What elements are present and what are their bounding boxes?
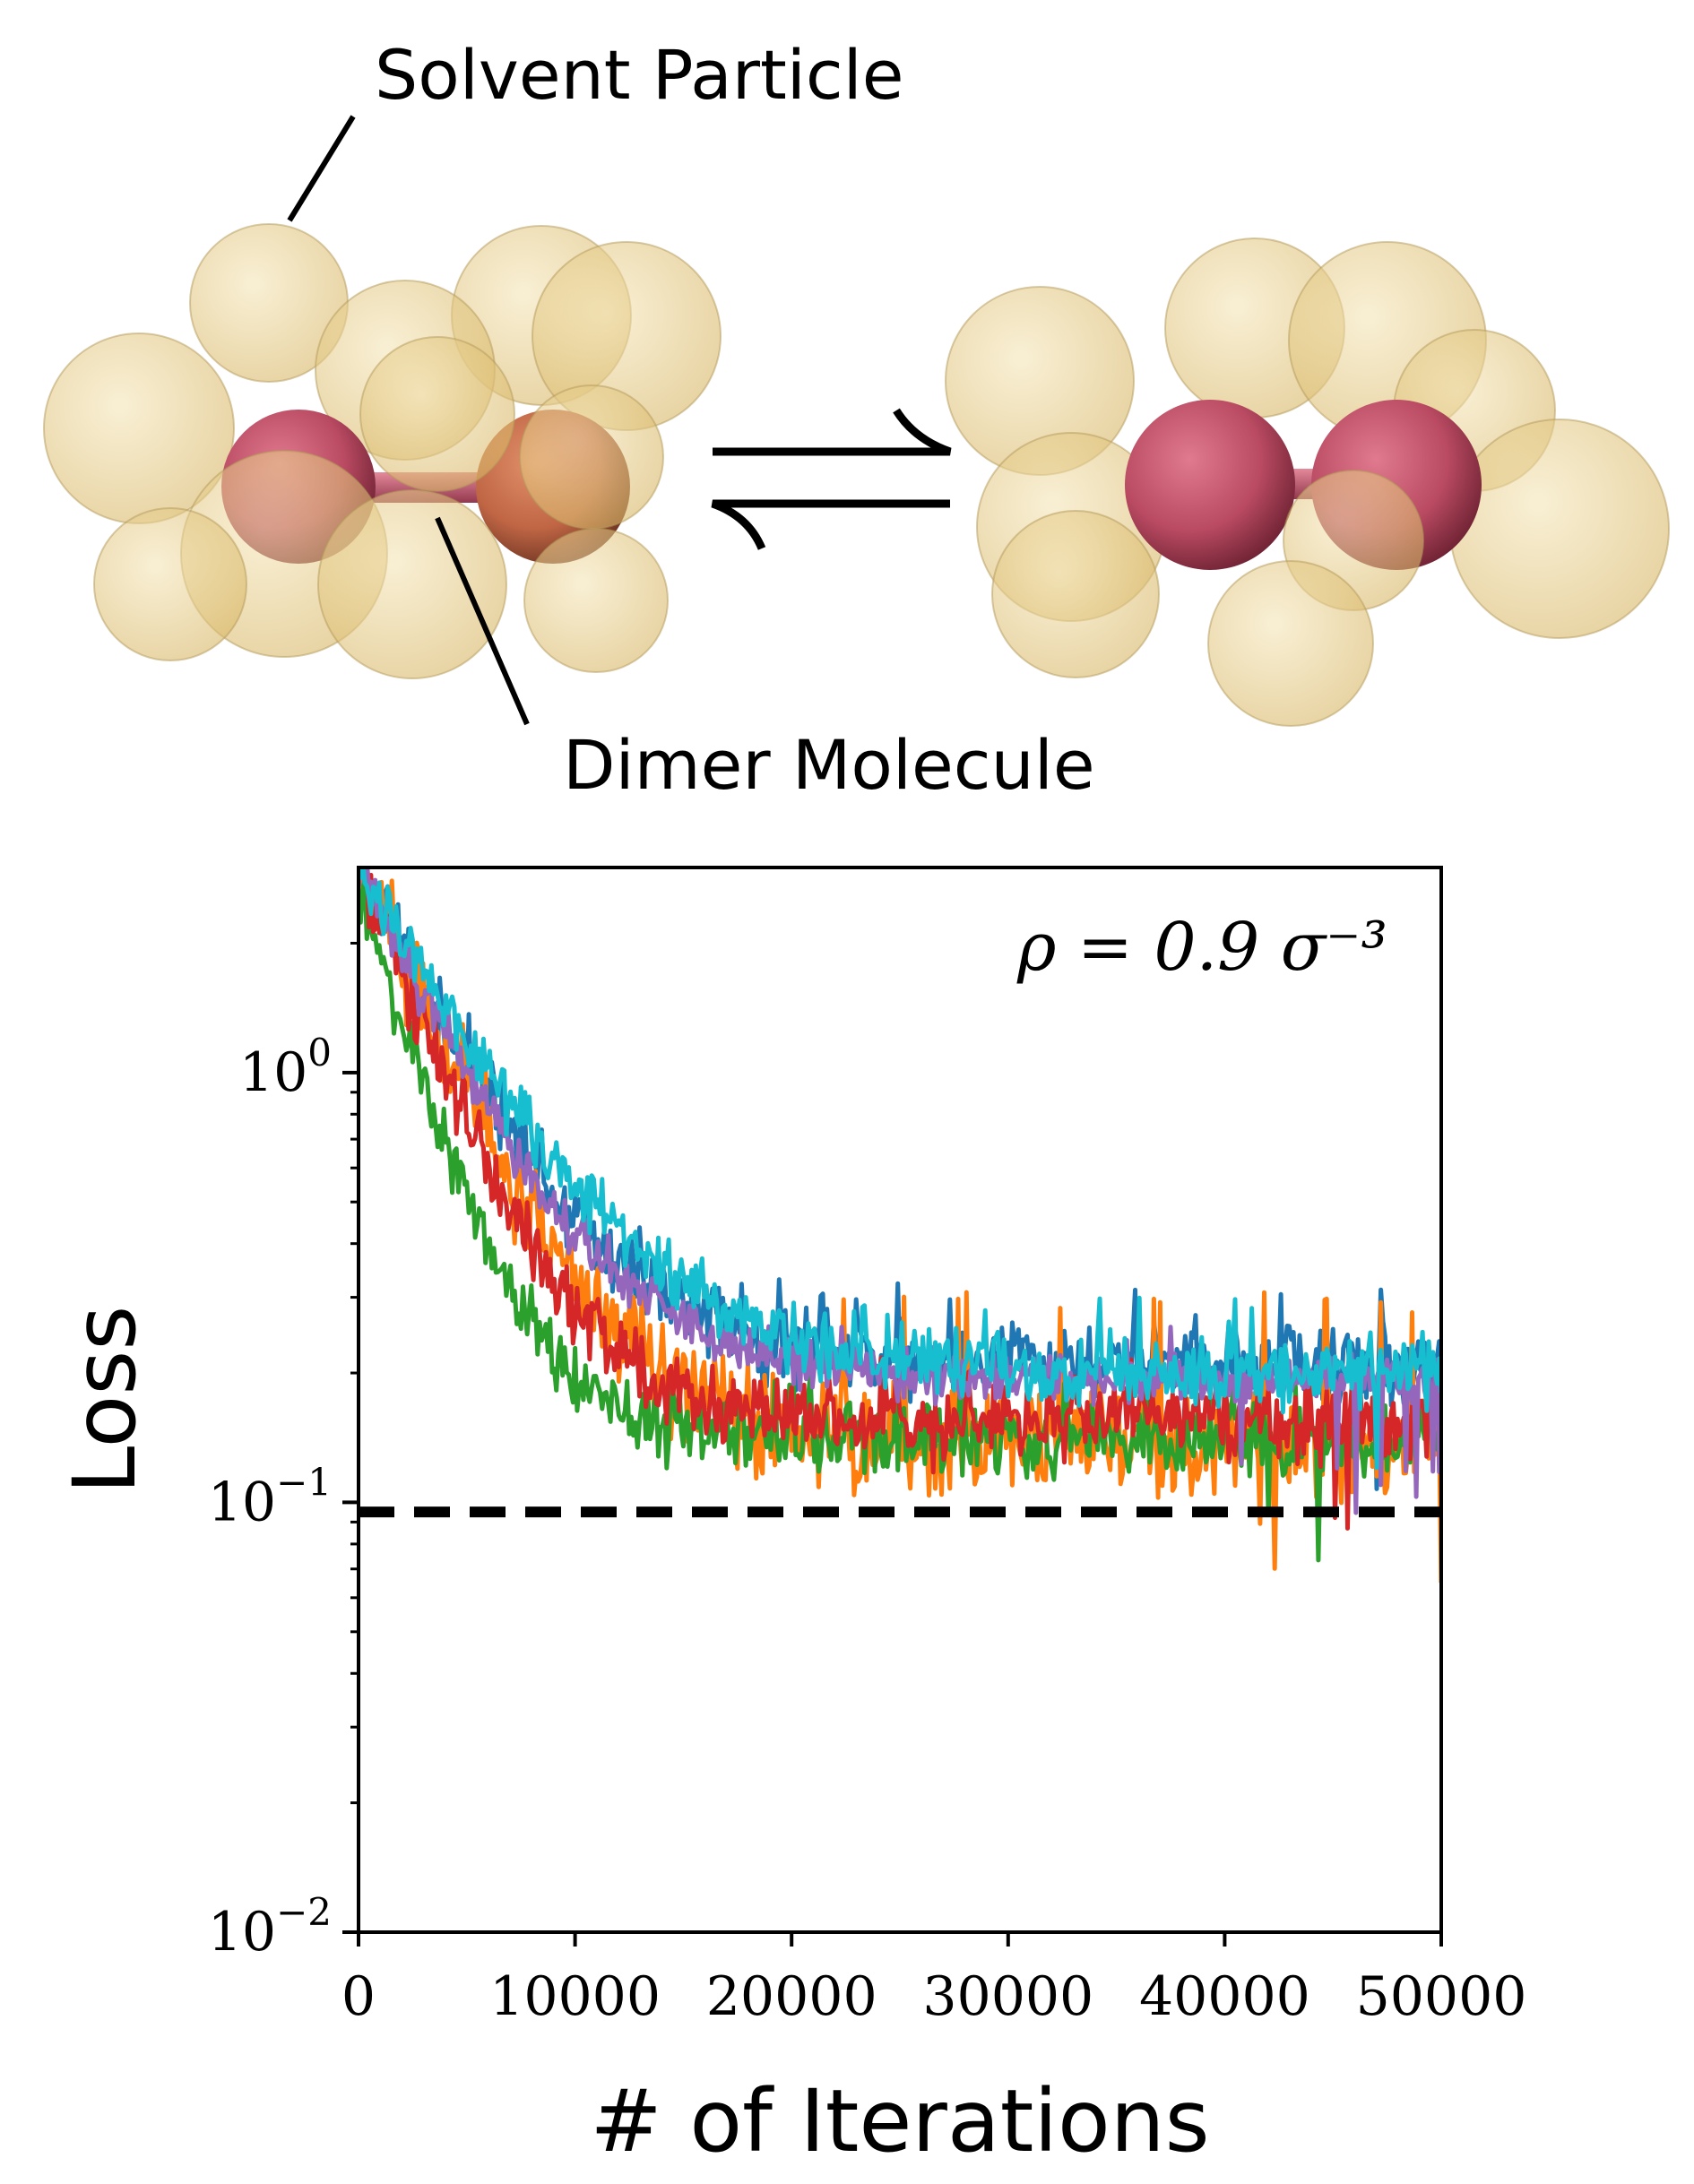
x-tick-label: 0 [341, 1965, 376, 2028]
right-configuration [945, 237, 1670, 727]
y-tick-label: 10−2 [208, 1890, 332, 1964]
loss-series-line [359, 868, 1441, 1471]
loss-series-line [359, 876, 1441, 1563]
left-configuration [43, 223, 722, 679]
right-solvent-back [945, 237, 1670, 639]
x-tick-label: 10000 [489, 1965, 661, 2028]
x-tick-label: 20000 [706, 1965, 877, 2028]
plot-frame [357, 866, 1443, 1934]
x-tick-label: 30000 [922, 1965, 1093, 2028]
y-tick-label: 10−1 [208, 1460, 332, 1533]
loss-plot: 0 10000 20000 30000 40000 50000 100 10−1 10−2 ρ … [55, 866, 1527, 2171]
series-layer [359, 868, 1441, 1584]
x-tick-label: 50000 [1356, 1965, 1527, 2028]
x-tick-label: 40000 [1139, 1965, 1310, 2028]
solvent-leader-line [287, 115, 356, 222]
solvent-particle-label: Solvent Particle [375, 35, 904, 115]
y-tick-label: 100 [239, 1031, 332, 1104]
x-axis-title: # of Iterations [590, 2071, 1209, 2171]
axes-layer: 0 10000 20000 30000 40000 50000 100 10−1 10−2 [208, 941, 1527, 2028]
dimer-molecule-label: Dimer Molecule [563, 725, 1095, 805]
dimer-leader-line [435, 516, 530, 726]
density-annotation: ρ = 0.9 σ⁻³ [1016, 909, 1387, 986]
equilibrium-arrows [711, 408, 952, 550]
left-solvent-front [93, 336, 669, 679]
right-solvent-front [991, 470, 1424, 727]
y-axis-title: Loss [55, 1306, 155, 1495]
loss-series-line [359, 868, 1441, 1531]
